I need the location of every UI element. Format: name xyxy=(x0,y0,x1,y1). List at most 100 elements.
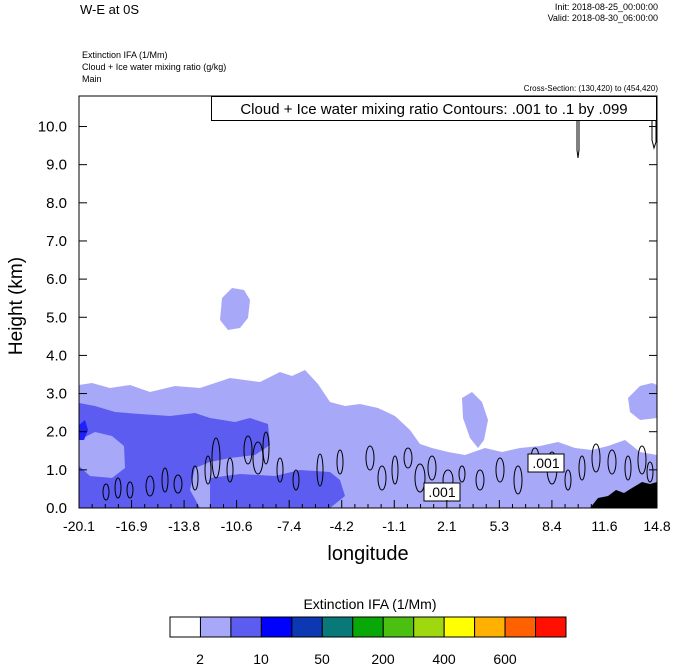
colorbar: 2 10 50 200 400 600 xyxy=(169,616,567,667)
contour-label-text: .001 xyxy=(428,484,455,500)
x-axis-ticks: -20.1 -16.9 -13.8 -10.6 -7.4 -4.2 -1.1 2.1 5.3 8.… xyxy=(63,500,671,534)
contour-label: .001 xyxy=(423,482,461,502)
x-tick-label: -13.8 xyxy=(168,518,200,534)
contour-line xyxy=(114,477,122,499)
x-tick-label: -4.2 xyxy=(330,518,354,534)
contour-line xyxy=(427,455,437,481)
contour-line xyxy=(458,465,466,483)
contour-label: .001 xyxy=(527,453,565,473)
contour-line xyxy=(173,474,183,494)
contour-line xyxy=(243,435,253,465)
colorbar-tick-label: 50 xyxy=(314,651,330,667)
y-tick-label: 5.0 xyxy=(46,309,67,326)
contour-line xyxy=(377,465,387,491)
contour-label-box xyxy=(527,453,565,473)
colorbar-title: Extinction IFA (1/Mm) xyxy=(303,596,437,612)
field-label-main: Main xyxy=(82,74,102,84)
x-tick-label: 14.8 xyxy=(643,518,670,534)
contour-line xyxy=(292,469,300,491)
y-tick-label: 8.0 xyxy=(46,195,67,212)
colorbar-swatch xyxy=(169,616,201,638)
colorbar-tick-label: 10 xyxy=(253,651,269,667)
contour-line xyxy=(316,453,324,487)
y-axis-ticks: 0.0 1.0 2.0 3.0 4.0 5.0 6.0 7.0 8.0 9.0 10.0 xyxy=(38,119,657,517)
y-tick-label: 1.0 xyxy=(46,462,67,479)
extinction-fill-layer xyxy=(79,288,657,508)
colorbar-swatch xyxy=(535,616,567,638)
contour-line xyxy=(161,467,169,493)
x-tick-label: 2.1 xyxy=(437,518,457,534)
colorbar-swatch xyxy=(504,616,537,638)
colorbar-swatch xyxy=(443,616,476,638)
contour-line xyxy=(211,437,221,479)
x-tick-label: -16.9 xyxy=(116,518,148,534)
colorbar-swatch xyxy=(199,616,232,638)
contour-line xyxy=(414,463,426,493)
x-tick-label: -10.6 xyxy=(221,518,253,534)
contour-line xyxy=(513,465,523,495)
y-tick-label: 9.0 xyxy=(46,157,67,174)
colorbar-swatch xyxy=(230,616,262,638)
y-tick-label: 7.0 xyxy=(46,233,67,250)
contour-info-box: Cloud + Ice water mixing ratio Contours:… xyxy=(211,96,657,121)
contour-line xyxy=(564,469,572,491)
contour-line xyxy=(226,457,234,483)
extinction-region-light-strip xyxy=(79,432,125,478)
y-tick-label: 4.0 xyxy=(46,347,67,364)
field-label-extinction: Extinction IFA (1/Mm) xyxy=(82,50,168,60)
colorbar-swatch xyxy=(260,616,293,638)
colorbar-swatch xyxy=(413,616,445,638)
extinction-region-blue xyxy=(79,420,88,440)
colorbar-swatch xyxy=(291,616,323,638)
contour-line xyxy=(191,465,199,491)
contour-line xyxy=(391,455,399,485)
colorbar-tick-label: 2 xyxy=(196,651,204,667)
contour-line xyxy=(102,483,110,501)
contour-line xyxy=(495,457,505,483)
field-label-mixing-ratio: Cloud + Ice water mixing ratio (g/kg) xyxy=(82,62,227,72)
y-tick-label: 2.0 xyxy=(46,424,67,441)
contour-line xyxy=(262,431,270,465)
x-tick-label: 8.4 xyxy=(542,518,562,534)
cross-section-label: Cross-Section: (130,420) to (454,420) xyxy=(523,84,658,93)
contour-lines: .001 .001 xyxy=(102,120,657,502)
colorbar-tick-label: 400 xyxy=(432,651,456,667)
x-tick-label: -1.1 xyxy=(382,518,406,534)
contour-line xyxy=(475,469,485,491)
extinction-region-light-top xyxy=(220,288,250,330)
x-tick-label: -7.4 xyxy=(277,518,301,534)
contour-line xyxy=(126,481,134,499)
contour-line xyxy=(276,457,284,483)
x-tick-label: -20.1 xyxy=(63,518,95,534)
y-tick-label: 3.0 xyxy=(46,386,67,403)
y-axis-label: Height (km) xyxy=(6,256,27,356)
colorbar-swatch xyxy=(474,616,506,638)
x-axis-label: longitude xyxy=(327,543,409,565)
contour-label-text: .001 xyxy=(532,455,559,471)
y-tick-label: 6.0 xyxy=(46,271,67,288)
contour-line xyxy=(637,445,647,475)
contour-line xyxy=(578,455,586,481)
y-tick-label: 0.0 xyxy=(46,500,67,517)
colorbar-swatch xyxy=(321,616,354,638)
x-tick-label: 11.6 xyxy=(591,518,617,534)
extinction-region-mid-b xyxy=(210,470,345,508)
terrain-fill xyxy=(590,482,657,508)
contour-line xyxy=(624,455,632,481)
contour-line xyxy=(365,445,375,471)
contour-line xyxy=(145,475,155,497)
contour-line xyxy=(403,447,413,469)
colorbar-swatch xyxy=(382,616,415,638)
contour-line xyxy=(336,449,344,475)
x-tick-label: 5.3 xyxy=(490,518,510,534)
extinction-region-light xyxy=(79,370,657,508)
chart-header-title: W-E at 0S xyxy=(80,2,140,17)
contour-line xyxy=(591,443,601,473)
y-tick-label: 10.0 xyxy=(38,119,67,136)
extinction-region-mid xyxy=(79,403,270,508)
contour-label-box xyxy=(423,482,461,502)
valid-time: Valid: 2018-08-30_06:00:00 xyxy=(547,13,658,23)
contour-line xyxy=(204,455,212,485)
colorbar-tick-label: 200 xyxy=(371,651,395,667)
